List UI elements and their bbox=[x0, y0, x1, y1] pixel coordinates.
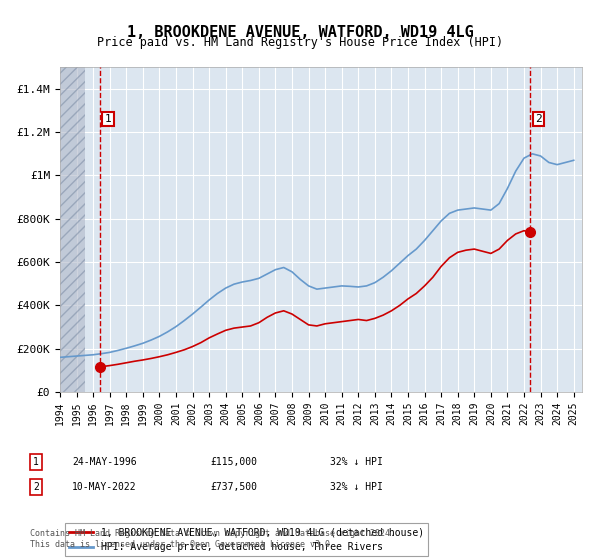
Text: 1, BROOKDENE AVENUE, WATFORD, WD19 4LG: 1, BROOKDENE AVENUE, WATFORD, WD19 4LG bbox=[127, 25, 473, 40]
Text: 1: 1 bbox=[104, 114, 112, 124]
Text: Price paid vs. HM Land Registry's House Price Index (HPI): Price paid vs. HM Land Registry's House … bbox=[97, 36, 503, 49]
Text: 32% ↓ HPI: 32% ↓ HPI bbox=[330, 457, 383, 467]
Text: 24-MAY-1996: 24-MAY-1996 bbox=[72, 457, 137, 467]
Text: 10-MAY-2022: 10-MAY-2022 bbox=[72, 482, 137, 492]
Text: 2: 2 bbox=[33, 482, 39, 492]
Legend: 1, BROOKDENE AVENUE, WATFORD, WD19 4LG (detached house), HPI: Average price, det: 1, BROOKDENE AVENUE, WATFORD, WD19 4LG (… bbox=[65, 524, 428, 556]
Text: 2: 2 bbox=[535, 114, 542, 124]
Text: Contains HM Land Registry data © Crown copyright and database right 2024.
This d: Contains HM Land Registry data © Crown c… bbox=[30, 529, 395, 549]
Text: 1: 1 bbox=[33, 457, 39, 467]
Text: £115,000: £115,000 bbox=[210, 457, 257, 467]
Bar bbox=[60, 67, 85, 392]
Text: £737,500: £737,500 bbox=[210, 482, 257, 492]
Text: 32% ↓ HPI: 32% ↓ HPI bbox=[330, 482, 383, 492]
